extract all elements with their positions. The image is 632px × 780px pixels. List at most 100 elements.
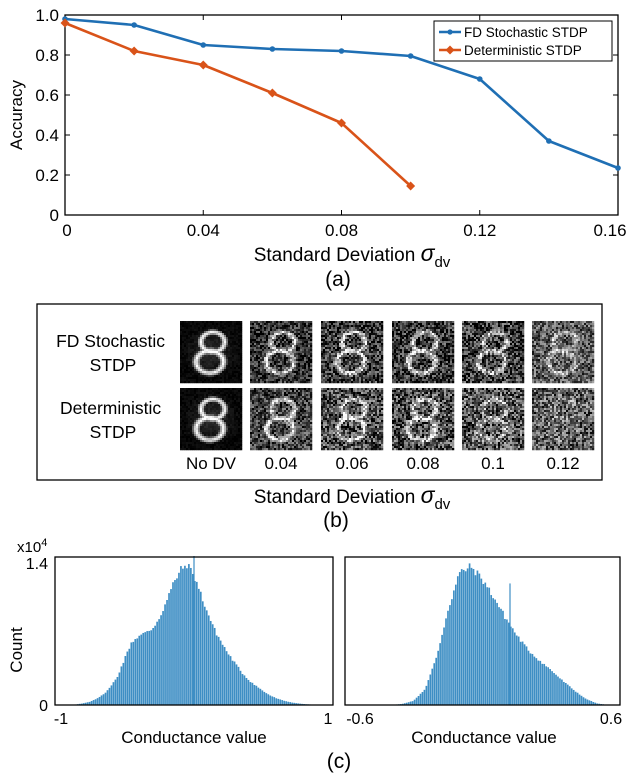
histogram-bar (433, 663, 435, 705)
y-tick-label: 0.2 (35, 166, 59, 185)
histogram-bar (144, 632, 146, 705)
histogram-bar (469, 563, 471, 705)
digit-image (392, 321, 454, 383)
panel-a-x-axis-label: Standard Deviation σdv (254, 240, 451, 271)
data-point-diamond (199, 61, 208, 70)
histogram-bar (182, 569, 184, 705)
left-y-tick-zero: 0 (39, 698, 48, 715)
histogram-bar (273, 697, 275, 705)
histogram-bar (559, 678, 561, 705)
histogram-bar (198, 589, 200, 705)
histogram-bar (190, 568, 192, 705)
histogram-bar (577, 693, 579, 705)
histogram-bar (97, 698, 99, 705)
histogram-bar (587, 700, 589, 705)
histogram-bar (569, 686, 571, 705)
data-point-diamond (268, 89, 277, 98)
histogram-bar (93, 700, 95, 705)
histogram-bar (258, 688, 260, 705)
histogram-bar (113, 682, 115, 705)
row-label-det: Deterministic STDP (60, 398, 166, 442)
histogram-bar (119, 672, 121, 705)
histogram-bar (238, 667, 240, 705)
histogram-bar (561, 680, 563, 705)
histogram-bar (581, 696, 583, 705)
histogram-bar (547, 667, 549, 705)
histogram-bar (567, 685, 569, 705)
digit-image (180, 321, 242, 383)
histogram-bar (486, 587, 488, 705)
histogram-bar (224, 647, 226, 705)
histogram-bar (449, 605, 451, 705)
histogram-bar (481, 579, 483, 705)
histogram-bar (543, 664, 545, 705)
histogram-bar (248, 680, 250, 705)
x-tick-label: 0.12 (463, 221, 496, 240)
data-point-dot (408, 53, 414, 59)
histogram-bar (170, 589, 172, 705)
histogram-bar (134, 639, 136, 705)
panel-c: x104 Count 1.4 0 -1 1 Conductance value … (7, 537, 622, 773)
histogram-bar (420, 694, 422, 705)
column-label: 0.1 (481, 454, 505, 473)
histogram-bar (158, 619, 160, 705)
histogram-bar (536, 658, 538, 705)
panel-b: FD Stochastic STDP Deterministic STDP No… (37, 304, 602, 532)
histogram-bar (244, 675, 246, 705)
histogram-bar (150, 630, 152, 705)
histogram-bar (164, 604, 166, 705)
histogram-bar (200, 592, 202, 705)
histogram-bar (123, 663, 125, 705)
histogram-bar (212, 624, 214, 705)
digit-image (392, 388, 454, 450)
histogram-bar (140, 635, 142, 705)
data-point-dot (200, 42, 206, 48)
histogram-bar (101, 695, 103, 705)
histogram-bar (99, 697, 101, 705)
histogram-bar (166, 600, 168, 705)
data-point-dot (339, 48, 345, 54)
histogram-bar (121, 666, 123, 705)
histogram-bar (498, 607, 500, 705)
histogram-bar (557, 677, 559, 705)
histogram-bar (130, 642, 132, 705)
histogram-bar (178, 573, 180, 705)
histogram-bar (479, 574, 481, 705)
histogram-bar (530, 653, 532, 705)
histogram-bar (455, 585, 457, 705)
panel-a-y-axis-label: Accuracy (7, 80, 26, 150)
histogram-bar (250, 682, 252, 705)
histogram-bar (260, 689, 262, 705)
histogram-bar (188, 564, 190, 705)
histogram-bar (579, 695, 581, 705)
histogram-bar (234, 662, 236, 705)
histogram-bar (156, 622, 158, 705)
histogram-bar (256, 686, 258, 705)
multiplier-label: x104 (17, 537, 47, 556)
histogram-bar (232, 661, 234, 705)
histogram-bar (204, 607, 206, 705)
histogram-bar (230, 656, 232, 705)
data-point-diamond (130, 47, 139, 56)
y-tick-label: 0.6 (35, 86, 59, 105)
histogram-bar (437, 651, 439, 705)
histogram-bar (534, 657, 536, 705)
data-point-dot (131, 22, 137, 28)
histogram-bar (262, 690, 264, 705)
column-label: 0.08 (406, 454, 439, 473)
data-point-dot (477, 76, 483, 82)
histogram-bar (222, 645, 224, 705)
histogram-bar (502, 611, 504, 705)
y-tick-label: 0.4 (35, 126, 59, 145)
histogram-bar (445, 618, 447, 705)
histogram-bar (111, 685, 113, 705)
histogram-bar (483, 584, 485, 705)
histogram-bar (126, 652, 128, 705)
x-tick-label: 0.04 (187, 221, 220, 240)
legend-label-det: Deterministic STDP (464, 43, 582, 58)
column-label: 0.04 (264, 454, 297, 473)
histogram-bar (512, 628, 514, 705)
left-x-tick-min: -1 (54, 711, 68, 728)
digit-image (250, 388, 312, 450)
histogram-bar (573, 690, 575, 705)
